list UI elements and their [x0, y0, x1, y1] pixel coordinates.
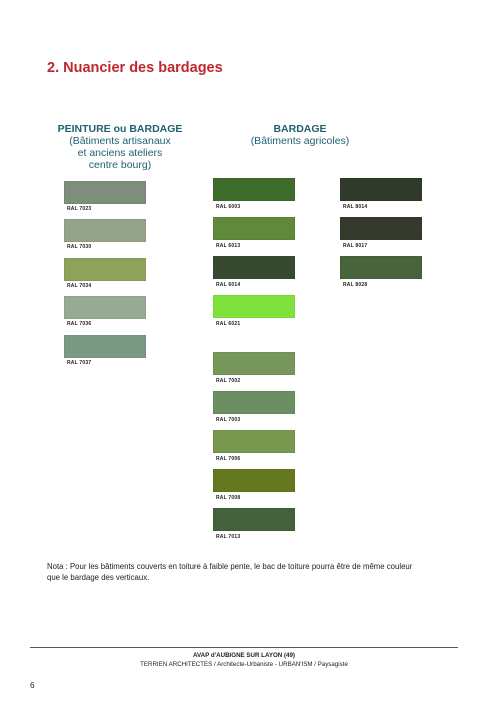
swatch-label-ral-7023: RAL 7023 — [67, 206, 92, 212]
heading-bardage: BARDAGE (Bâtiments agricoles) — [220, 123, 380, 147]
swatch-label-ral-7036: RAL 7036 — [67, 321, 92, 327]
swatch-ral-7008 — [213, 469, 295, 492]
swatch-label-ral-6014: RAL 6014 — [216, 282, 241, 288]
swatch-label-ral-7034: RAL 7034 — [67, 283, 92, 289]
swatch-ral-7002 — [213, 352, 295, 375]
swatch-label-ral-8017: RAL 8017 — [343, 243, 368, 249]
page-title: 2. Nuancier des bardages — [47, 60, 223, 76]
swatch-ral-6014 — [213, 256, 295, 279]
heading-right-main: BARDAGE — [273, 123, 327, 135]
swatch-ral-7036 — [64, 296, 146, 319]
swatch-ral-8014 — [340, 178, 422, 201]
swatch-label-ral-6013: RAL 6013 — [216, 243, 241, 249]
swatch-label-ral-8014: RAL 8014 — [343, 204, 368, 210]
swatch-ral-7030 — [64, 219, 146, 242]
footer-authors: TERRIEN ARCHITECTES / Architecte-Urbanis… — [140, 661, 348, 668]
swatch-ral-7013 — [213, 508, 295, 531]
swatch-label-ral-7030: RAL 7030 — [67, 244, 92, 250]
swatch-label-ral-7037: RAL 7037 — [67, 360, 92, 366]
swatch-label-ral-7008: RAL 7008 — [216, 495, 241, 501]
swatch-ral-7034 — [64, 258, 146, 281]
swatch-ral-6021 — [213, 295, 295, 318]
swatch-label-ral-8028: RAL 8028 — [343, 282, 368, 288]
swatch-label-ral-6003: RAL 6003 — [216, 204, 241, 210]
swatch-label-ral-7006: RAL 7006 — [216, 456, 241, 462]
page-number: 6 — [30, 681, 35, 690]
swatch-ral-8017 — [340, 217, 422, 240]
swatch-ral-7037 — [64, 335, 146, 358]
footer-divider — [30, 647, 458, 648]
nota-paragraph: Nota : Pour les bâtiments couverts en to… — [47, 561, 457, 583]
heading-right-sub1: (Bâtiments agricoles) — [250, 135, 350, 147]
swatch-ral-6003 — [213, 178, 295, 201]
swatch-ral-7003 — [213, 391, 295, 414]
swatch-label-ral-7002: RAL 7002 — [216, 378, 241, 384]
swatch-label-ral-7003: RAL 7003 — [216, 417, 241, 423]
swatch-ral-6013 — [213, 217, 295, 240]
nota-line-1: Nota : Pour les bâtiments couverts en to… — [47, 562, 413, 571]
heading-left-sub1: (Bâtiments artisanaux — [69, 135, 171, 147]
swatch-ral-8028 — [340, 256, 422, 279]
swatch-ral-7023 — [64, 181, 146, 204]
footer-project-title: AVAP d'AUBIGNE SUR LAYON (49) — [193, 652, 295, 659]
swatch-label-ral-6021: RAL 6021 — [216, 321, 241, 327]
heading-left-main: PEINTURE ou BARDAGE — [57, 123, 183, 135]
swatch-ral-7006 — [213, 430, 295, 453]
swatch-label-ral-7013: RAL 7013 — [216, 534, 241, 540]
heading-peinture-bardage: PEINTURE ou BARDAGE (Bâtiments artisanau… — [45, 123, 195, 171]
nota-line-2: que le bardage des verticaux. — [47, 573, 150, 582]
heading-left-sub3: centre bourg) — [88, 159, 152, 171]
heading-left-sub2: et anciens ateliers — [77, 147, 163, 159]
